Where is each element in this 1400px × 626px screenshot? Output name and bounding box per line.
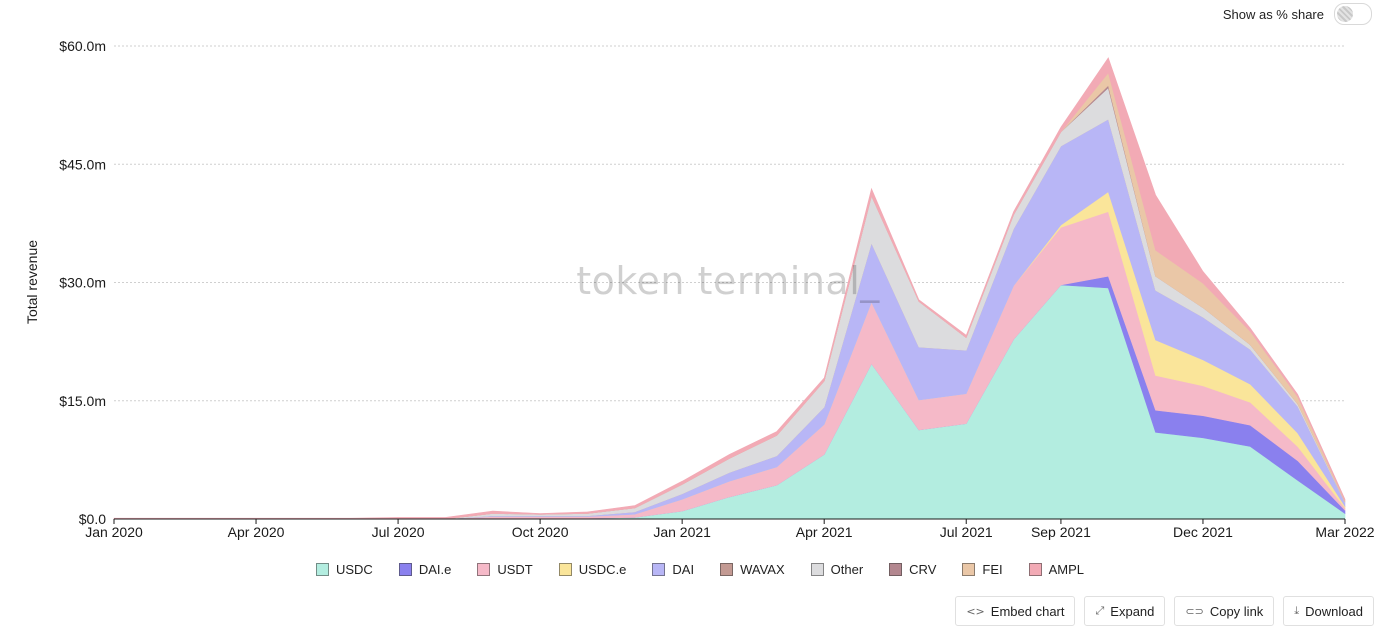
x-tick-label: Jan 2021 bbox=[653, 524, 711, 540]
copy-link-label: Copy link bbox=[1209, 603, 1264, 619]
legend-label: Other bbox=[830, 562, 864, 577]
expand-icon: ⤢ bbox=[1095, 604, 1105, 617]
legend-label: WAVAX bbox=[740, 562, 785, 577]
y-tick-label: $30.0m bbox=[59, 275, 106, 291]
area-ampl bbox=[113, 57, 1346, 520]
legend-swatch bbox=[477, 563, 491, 576]
legend-swatch bbox=[889, 563, 903, 576]
x-tick-label: Jan 2020 bbox=[85, 524, 143, 540]
legend-swatch bbox=[962, 563, 976, 576]
x-tick-label: Apr 2021 bbox=[796, 524, 853, 540]
legend-label: DAI.e bbox=[418, 562, 452, 577]
x-tick-label: Dec 2021 bbox=[1173, 524, 1233, 540]
download-button[interactable]: ⤓ Download bbox=[1283, 596, 1374, 626]
copy-link-button[interactable]: ⊂⊃ Copy link bbox=[1174, 596, 1275, 626]
legend-label: FEI bbox=[982, 562, 1003, 577]
legend-swatch bbox=[810, 563, 824, 576]
y-tick-label: $60.0m bbox=[59, 38, 106, 54]
legend-label: USDC bbox=[335, 562, 373, 577]
x-tick-label: Apr 2020 bbox=[228, 524, 285, 540]
legend-item[interactable]: Other bbox=[810, 562, 864, 577]
legend-item[interactable]: USDC bbox=[315, 562, 373, 577]
y-tick-label: $15.0m bbox=[59, 393, 106, 409]
legend-swatch bbox=[315, 563, 329, 576]
legend-label: USDC.e bbox=[578, 562, 627, 577]
legend-item[interactable]: AMPL bbox=[1028, 562, 1085, 577]
embed-chart-button[interactable]: <> Embed chart bbox=[955, 596, 1076, 626]
expand-label: Expand bbox=[1110, 603, 1155, 619]
legend-swatch bbox=[652, 563, 666, 576]
legend-item[interactable]: USDT bbox=[477, 562, 533, 577]
legend-swatch bbox=[1028, 563, 1042, 576]
download-icon: ⤓ bbox=[1294, 604, 1300, 617]
chart-legend: USDC DAI.e USDT USDC.e DAI WAVAX Other CRV FEI AM… bbox=[0, 562, 1400, 577]
legend-swatch bbox=[720, 563, 734, 576]
y-tick-label: $0.0 bbox=[79, 511, 106, 527]
axes: $0.0 $15.0m $30.0m $45.0m $60.0m Jan 2020 Apr … bbox=[59, 38, 1374, 540]
legend-item[interactable]: WAVAX bbox=[720, 562, 785, 577]
y-tick-label: $45.0m bbox=[59, 156, 106, 172]
toggle-knob bbox=[1337, 6, 1353, 22]
share-toggle-label: Show as % share bbox=[1222, 6, 1324, 22]
code-icon: <> bbox=[966, 604, 985, 618]
legend-item[interactable]: CRV bbox=[889, 562, 936, 577]
legend-item[interactable]: DAI.e bbox=[398, 562, 452, 577]
x-tick-label: Oct 2020 bbox=[512, 524, 569, 540]
expand-button[interactable]: ⤢ Expand bbox=[1084, 596, 1166, 626]
legend-label: CRV bbox=[909, 562, 937, 577]
legend-label: AMPL bbox=[1048, 562, 1085, 577]
x-tick-label: Jul 2021 bbox=[940, 524, 993, 540]
area-series bbox=[113, 57, 1346, 520]
legend-item[interactable]: DAI bbox=[652, 562, 694, 577]
legend-swatch bbox=[398, 563, 412, 576]
x-tick-label: Jul 2020 bbox=[372, 524, 425, 540]
watermark: token terminal_ bbox=[576, 259, 880, 303]
embed-chart-label: Embed chart bbox=[990, 603, 1065, 619]
legend-item[interactable]: USDC.e bbox=[558, 562, 627, 577]
link-icon: ⊂⊃ bbox=[1185, 604, 1204, 618]
legend-swatch bbox=[558, 563, 572, 576]
share-toggle-switch[interactable] bbox=[1334, 3, 1372, 25]
stacked-area-chart: $0.0 $15.0m $30.0m $45.0m $60.0m Jan 2020 Apr … bbox=[24, 38, 1375, 540]
x-tick-label: Sep 2021 bbox=[1031, 524, 1091, 540]
y-axis-label: Total revenue bbox=[24, 240, 40, 324]
legend-item[interactable]: FEI bbox=[962, 562, 1003, 577]
download-label: Download bbox=[1305, 603, 1363, 619]
chart-actions: <> Embed chart ⤢ Expand ⊂⊃ Copy link ⤓ D… bbox=[955, 596, 1374, 626]
share-toggle-row: Show as % share bbox=[1223, 3, 1372, 25]
x-tick-label: Mar 2022 bbox=[1315, 524, 1374, 540]
legend-label: USDT bbox=[497, 562, 533, 577]
legend-label: DAI bbox=[672, 562, 695, 577]
